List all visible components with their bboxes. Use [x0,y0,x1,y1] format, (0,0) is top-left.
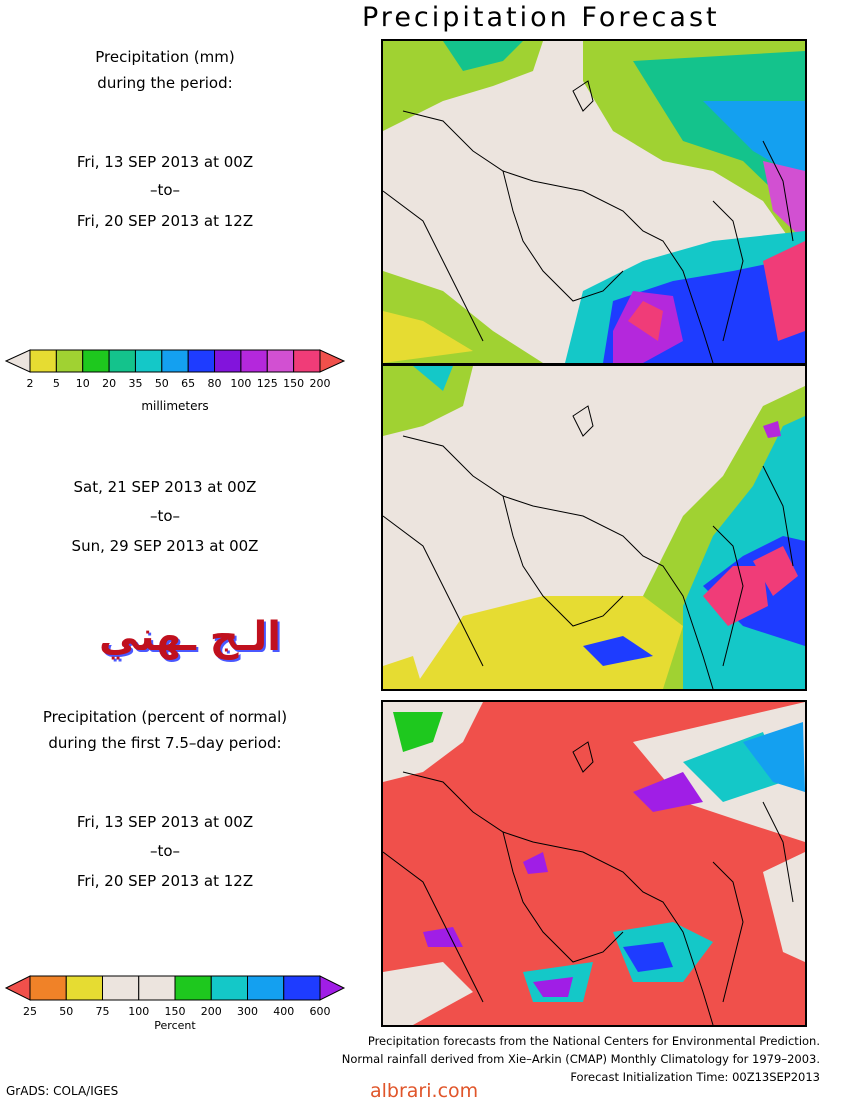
period2-start: Sat, 21 SEP 2013 at 00Z [73,478,257,496]
period1-start: Fri, 13 SEP 2013 at 00Z [76,153,254,171]
grads-credit: GrADS: COLA/IGES [6,1084,119,1098]
map-panel-week2-mm [381,364,807,691]
mm-colorbar-swatch [134,349,163,373]
mm-colorbar [4,349,346,373]
mm-colorbar-tick-label: 35 [128,377,143,390]
mm-colorbar-swatch [187,349,216,373]
period3-heading-line1: Precipitation (percent of normal) [42,708,288,726]
percent-colorbar [4,975,346,1001]
mm-colorbar-swatch [108,349,136,373]
period1-end: Fri, 20 SEP 2013 at 12Z [76,212,254,230]
mm-colorbar-swatch [293,349,321,373]
percent-colorbar-tick-label: 200 [200,1005,222,1018]
period3-start: Fri, 13 SEP 2013 at 00Z [76,813,254,831]
mm-colorbar-tick-label: 150 [283,377,305,390]
mm-colorbar-tick-label: 80 [207,377,222,390]
period1-heading-line2: during the period: [97,74,233,92]
mm-colorbar-tick-label: 2 [26,377,34,390]
mm-colorbar-unit: millimeters [141,399,209,413]
period3-to: –to– [149,842,181,860]
percent-colorbar-swatch [138,975,176,1001]
percent-colorbar-arrow-low [4,975,31,1001]
footer-line2: Normal rainfall derived from Xie–Arkin (… [341,1052,820,1066]
percent-colorbar-swatch [29,975,67,1001]
percent-colorbar-swatch [102,975,140,1001]
percent-colorbar-swatch [247,975,285,1001]
mm-colorbar-swatch [214,349,242,373]
percent-colorbar-tick-label: 300 [237,1005,258,1018]
percent-colorbar-tick-label: 50 [59,1005,74,1018]
period2-end: Sun, 29 SEP 2013 at 00Z [71,537,259,555]
page-title: Precipitation Forecast [362,2,720,33]
percent-colorbar-tick-label: 25 [23,1005,37,1018]
period1-to: –to– [149,181,181,199]
mm-colorbar-swatch [240,349,268,373]
percent-colorbar-tick-label: 600 [309,1005,331,1018]
mm-colorbar-tick-label: 125 [256,377,278,390]
map-panel-percent-normal [381,700,807,1027]
percent-colorbar-swatch [65,975,103,1001]
percent-colorbar-tick-label: 150 [164,1005,186,1018]
percent-colorbar-arrow-high [319,975,346,1001]
mm-colorbar-tick-label: 20 [102,377,117,390]
period2-to: –to– [149,507,181,525]
percent-colorbar-tick-label: 400 [273,1005,295,1018]
percent-colorbar-tick-label: 100 [128,1005,150,1018]
mm-colorbar-swatch [161,349,189,373]
percent-colorbar-swatch [210,975,248,1001]
mm-colorbar-swatch [82,349,110,373]
mm-colorbar-arrow-high [319,349,346,373]
period3-end: Fri, 20 SEP 2013 at 12Z [76,872,254,890]
mm-colorbar-tick-label: 200 [309,377,331,390]
mm-colorbar-tick-label: 5 [52,377,60,390]
footer-line3: Forecast Initialization Time: 00Z13SEP20… [570,1070,820,1084]
mm-colorbar-tick-label: 100 [230,377,252,390]
percent-colorbar-tick-label: 75 [95,1005,110,1018]
site-watermark: albrari.com [370,1080,479,1102]
mm-colorbar-swatch [266,349,295,373]
footer-line1: Precipitation forecasts from the Nationa… [367,1034,820,1048]
arabic-watermark: الـج ـهني [98,614,282,660]
mm-colorbar-tick-label: 50 [154,377,169,390]
mm-colorbar-arrow-low [4,349,31,373]
period1-heading-line1: Precipitation (mm) [95,48,235,66]
percent-colorbar-swatch [174,975,212,1001]
map-panel-week1-mm [381,39,807,365]
percent-colorbar-swatch [283,975,321,1001]
mm-colorbar-swatch [55,349,84,373]
percent-colorbar-unit: Percent [154,1019,196,1032]
mm-colorbar-tick-label: 65 [181,377,196,390]
period3-heading-line2: during the first 7.5–day period: [48,734,282,752]
mm-colorbar-tick-label: 10 [75,377,90,390]
mm-colorbar-swatch [29,349,57,373]
